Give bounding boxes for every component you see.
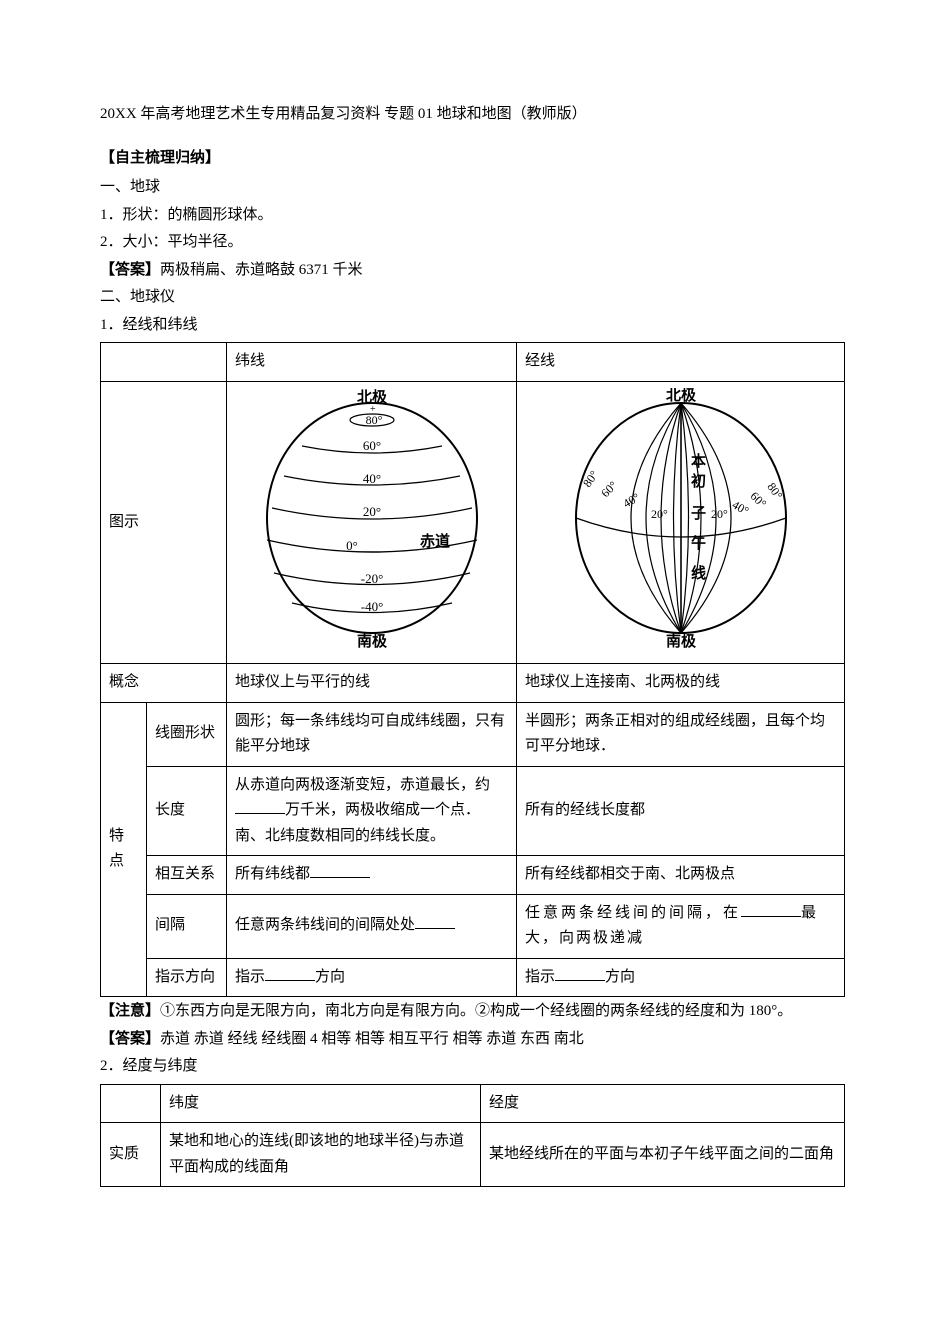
relation-wei: 所有纬线都 bbox=[227, 856, 517, 895]
row-gap-label: 间隔 bbox=[147, 894, 227, 958]
row-essence-label: 实质 bbox=[101, 1123, 161, 1187]
shape-wei: 圆形；每一条纬线均可自成纬线圈，只有能平分地球 bbox=[227, 702, 517, 766]
svg-text:80°: 80° bbox=[579, 467, 600, 489]
note-label: 【注意】 bbox=[100, 1003, 160, 1019]
svg-text:60°: 60° bbox=[362, 438, 380, 453]
svg-text:南极: 南极 bbox=[356, 632, 387, 648]
th-weixian: 纬线 bbox=[227, 343, 517, 382]
note-line: 【注意】①东西方向是无限方向，南北方向是有限方向。②构成一个经线圈的两条经线的经… bbox=[100, 999, 845, 1025]
sec2-line1: 1．经线和纬线 bbox=[100, 313, 845, 339]
essence-wei: 某地和地心的连线(即该地的地球半径)与赤道平面构成的线面角 bbox=[161, 1123, 481, 1187]
diagram-latitude: 北极 南极 80° 60° 40° 20° 0° 赤道 -20° -40° + bbox=[227, 381, 517, 664]
svg-text:-40°: -40° bbox=[360, 599, 383, 614]
row-length-label: 长度 bbox=[147, 766, 227, 856]
concept-wei: 地球仪上与平行的线 bbox=[227, 664, 517, 703]
answer-label: 【答案】 bbox=[100, 262, 160, 278]
note-text: ①东西方向是无限方向，南北方向是有限方向。②构成一个经线圈的两条经线的经度和为 … bbox=[160, 1003, 792, 1019]
sec1-line2: 2．大小：平均半径。 bbox=[100, 230, 845, 256]
th-jingdu: 经度 bbox=[481, 1084, 845, 1123]
row-relation-label: 相互关系 bbox=[147, 856, 227, 895]
table-row: 概念 地球仪上与平行的线 地球仪上连接南、北两极的线 bbox=[101, 664, 845, 703]
svg-text:20°: 20° bbox=[362, 504, 380, 519]
svg-text:初: 初 bbox=[691, 472, 706, 490]
length-wei: 从赤道向两极逐渐变短，赤道最长，约万千米，两极收缩成一个点．南、北纬度数相同的纬… bbox=[227, 766, 517, 856]
relation-jing: 所有经线都相交于南、北两极点 bbox=[517, 856, 845, 895]
sec1-answer: 【答案】两极稍扁、赤道略鼓 6371 千米 bbox=[100, 258, 845, 284]
sec2-heading: 二、地球仪 bbox=[100, 285, 845, 311]
svg-text:60°: 60° bbox=[747, 488, 769, 510]
diagram-longitude: 北极 南极 本 初 子 午 线 80° 60° 40° 20° 20° 40° … bbox=[517, 381, 845, 664]
svg-text:+: + bbox=[370, 404, 376, 415]
table-row: 纬线 经线 bbox=[101, 343, 845, 382]
svg-text:0°: 0° bbox=[346, 538, 358, 553]
table-degrees: 纬度 经度 实质 某地和地心的连线(即该地的地球半径)与赤道平面构成的线面角 某… bbox=[100, 1084, 845, 1188]
length-jing: 所有的经线长度都 bbox=[517, 766, 845, 856]
table-row: 图示 北极 南极 80° 60° 40° 20° 0° 赤道 -20° bbox=[101, 381, 845, 664]
sec1-line1: 1．形状：的椭圆形球体。 bbox=[100, 203, 845, 229]
section-heading-self: 【自主梳理归纳】 bbox=[100, 146, 845, 172]
svg-text:本: 本 bbox=[691, 452, 706, 470]
svg-text:40°: 40° bbox=[729, 497, 751, 518]
svg-text:80°: 80° bbox=[365, 413, 382, 427]
th-jingxian: 经线 bbox=[517, 343, 845, 382]
table-lines: 纬线 经线 图示 北极 南极 80° 60° 40° 20° 0° bbox=[100, 342, 845, 997]
svg-text:南极: 南极 bbox=[665, 632, 696, 648]
globe-lon-icon: 北极 南极 本 初 子 午 线 80° 60° 40° 20° 20° 40° … bbox=[551, 388, 811, 648]
svg-text:-20°: -20° bbox=[360, 571, 383, 586]
row-direction-label: 指示方向 bbox=[147, 958, 227, 997]
direction-wei: 指示方向 bbox=[227, 958, 517, 997]
globe-lat-icon: 北极 南极 80° 60° 40° 20° 0° 赤道 -20° -40° + bbox=[242, 388, 502, 648]
svg-text:60°: 60° bbox=[598, 478, 620, 500]
table-row: 相互关系 所有纬线都 所有经线都相交于南、北两极点 bbox=[101, 856, 845, 895]
sec1-heading: 一、地球 bbox=[100, 175, 845, 201]
svg-text:午: 午 bbox=[691, 534, 706, 552]
svg-text:赤道: 赤道 bbox=[420, 532, 450, 550]
gap-jing: 任意两条经线间的间隔，在最大，向两极递减 bbox=[517, 894, 845, 958]
essence-jing: 某地经线所在的平面与本初子午线平面之间的二面角 bbox=[481, 1123, 845, 1187]
answer2-label: 【答案】 bbox=[100, 1031, 160, 1047]
svg-text:40°: 40° bbox=[362, 471, 380, 486]
svg-text:40°: 40° bbox=[620, 489, 642, 510]
feature-label: 特点 bbox=[101, 702, 147, 997]
table-row: 纬度 经度 bbox=[101, 1084, 845, 1123]
answer-text: 两极稍扁、赤道略鼓 6371 千米 bbox=[160, 262, 363, 278]
table-row: 间隔 任意两条纬线间的间隔处处 任意两条经线间的间隔，在最大，向两极递减 bbox=[101, 894, 845, 958]
table-row: 长度 从赤道向两极逐渐变短，赤道最长，约万千米，两极收缩成一个点．南、北纬度数相… bbox=[101, 766, 845, 856]
answer2-text: 赤道 赤道 经线 经线圈 4 相等 相等 相互平行 相等 赤道 东西 南北 bbox=[160, 1031, 584, 1047]
gap-wei: 任意两条纬线间的间隔处处 bbox=[227, 894, 517, 958]
page-title: 20XX 年高考地理艺术生专用精品复习资料 专题 01 地球和地图（教师版） bbox=[100, 102, 845, 128]
shape-jing: 半圆形；两条正相对的组成经线圈，且每个均可平分地球． bbox=[517, 702, 845, 766]
th-weidu: 纬度 bbox=[161, 1084, 481, 1123]
svg-text:20°: 20° bbox=[711, 507, 728, 521]
direction-jing: 指示方向 bbox=[517, 958, 845, 997]
svg-text:+: + bbox=[678, 402, 684, 413]
svg-text:20°: 20° bbox=[651, 507, 668, 521]
table-row: 特点 线圈形状 圆形；每一条纬线均可自成纬线圈，只有能平分地球 半圆形；两条正相… bbox=[101, 702, 845, 766]
svg-text:线: 线 bbox=[691, 564, 706, 582]
svg-text:子: 子 bbox=[691, 505, 706, 522]
sec2b-heading: 2．经度与纬度 bbox=[100, 1054, 845, 1080]
row-concept-label: 概念 bbox=[101, 664, 227, 703]
row-diagram-label: 图示 bbox=[101, 381, 227, 664]
concept-jing: 地球仪上连接南、北两极的线 bbox=[517, 664, 845, 703]
row-shape-label: 线圈形状 bbox=[147, 702, 227, 766]
answer2-line: 【答案】赤道 赤道 经线 经线圈 4 相等 相等 相互平行 相等 赤道 东西 南… bbox=[100, 1027, 845, 1053]
table-row: 指示方向 指示方向 指示方向 bbox=[101, 958, 845, 997]
table-row: 实质 某地和地心的连线(即该地的地球半径)与赤道平面构成的线面角 某地经线所在的… bbox=[101, 1123, 845, 1187]
